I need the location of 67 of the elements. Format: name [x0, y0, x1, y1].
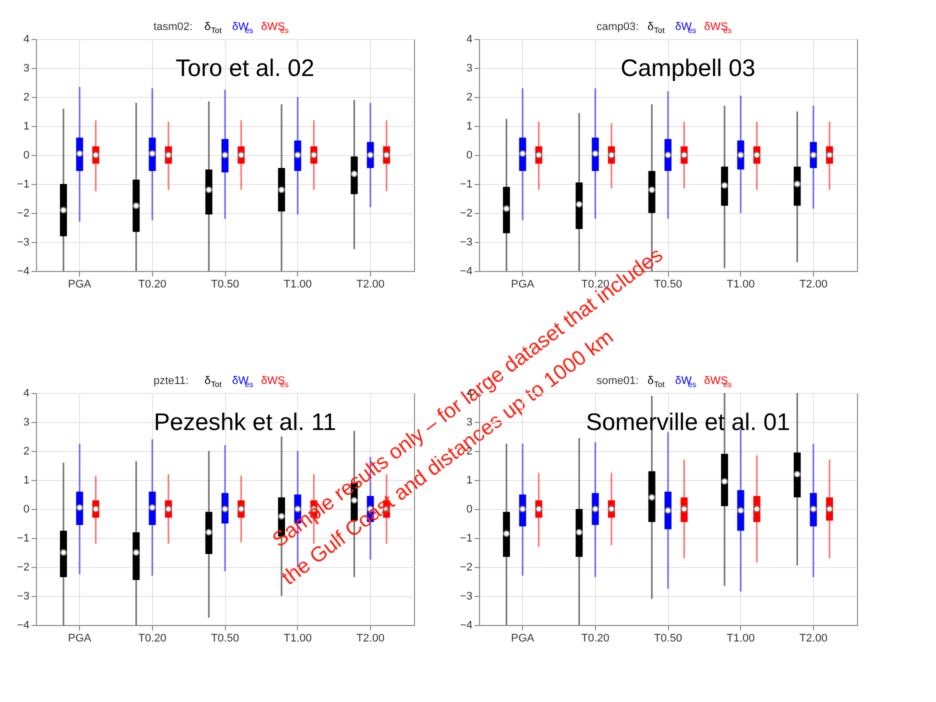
y-tick-label: −3: [16, 236, 30, 248]
y-tick-label: 2: [466, 92, 472, 104]
y-tick-label: 1: [466, 120, 472, 132]
x-tick-label: PGA: [511, 278, 535, 290]
chart-title: some01:: [596, 375, 639, 387]
y-tick-label: 4: [23, 388, 30, 400]
x-tick-label: T1.00: [284, 632, 312, 644]
y-tick-label: −3: [460, 590, 472, 602]
y-tick-label: 4: [23, 34, 30, 46]
y-tick-label: −3: [16, 590, 30, 602]
x-tick-label: T1.00: [284, 278, 312, 290]
y-tick-label: 1: [23, 120, 30, 132]
y-tick-label: −4: [460, 266, 472, 278]
x-tick-label: T2.00: [356, 278, 384, 290]
text: δWSes: [704, 375, 732, 389]
chart-title: camp03:: [596, 21, 639, 33]
x-tick-label: T2.00: [799, 632, 828, 644]
annotation: Campbell 03: [620, 55, 756, 82]
x-tick-label: T2.00: [799, 278, 828, 290]
x-tick-label: T0.50: [654, 632, 682, 644]
y-tick-label: −4: [16, 620, 30, 632]
y-tick-label: 2: [23, 92, 30, 104]
y-tick-label: −1: [16, 178, 30, 190]
y-tick-label: 3: [23, 416, 30, 428]
x-tick-label: T0.20: [138, 632, 166, 644]
y-tick-label: 4: [466, 34, 472, 46]
x-tick-label: T1.00: [726, 632, 755, 644]
y-tick-label: −4: [460, 620, 472, 632]
y-tick-label: −3: [460, 236, 472, 248]
text: δWSes: [261, 375, 289, 389]
chart-title: tasm02:: [153, 21, 193, 33]
x-tick-label: T0.50: [210, 278, 240, 290]
y-tick-label: 1: [466, 474, 472, 486]
annotation: Pezeshk et al. 11: [154, 409, 336, 436]
y-tick-label: 2: [23, 446, 30, 458]
x-tick-label: T0.20: [138, 278, 166, 290]
y-tick-label: −4: [16, 266, 30, 278]
y-tick-label: −2: [460, 208, 472, 220]
y-tick-label: −1: [460, 178, 472, 190]
y-tick-label: 3: [23, 62, 30, 74]
y-tick-label: −1: [16, 532, 30, 544]
y-tick-label: −2: [16, 562, 30, 574]
x-tick-label: PGA: [511, 632, 535, 644]
y-tick-label: 3: [466, 62, 472, 74]
text: δWes: [232, 375, 254, 389]
text: δWes: [232, 21, 254, 35]
x-tick-label: T1.00: [726, 278, 755, 290]
x-tick-label: PGA: [68, 278, 92, 290]
y-tick-label: −1: [460, 532, 472, 544]
y-tick-label: 0: [23, 504, 30, 516]
chart-title: pzte11:: [153, 375, 189, 387]
text: δWSes: [704, 21, 732, 35]
x-tick-label: T0.50: [210, 632, 240, 644]
y-tick-label: 0: [466, 150, 472, 162]
y-tick-label: 0: [23, 150, 30, 162]
text: δWes: [675, 375, 696, 389]
text: δWes: [675, 21, 696, 35]
x-tick-label: T0.20: [581, 632, 610, 644]
x-tick-label: T2.00: [356, 632, 384, 644]
annotation: Toro et al. 02: [176, 55, 314, 82]
annotation: Somerville et al. 01: [586, 409, 790, 436]
y-tick-label: 0: [466, 504, 472, 516]
text: δWSes: [261, 21, 289, 35]
y-tick-label: 1: [23, 474, 30, 486]
y-tick-label: −2: [16, 208, 30, 220]
x-tick-label: PGA: [68, 632, 92, 644]
y-tick-label: −2: [460, 562, 472, 574]
